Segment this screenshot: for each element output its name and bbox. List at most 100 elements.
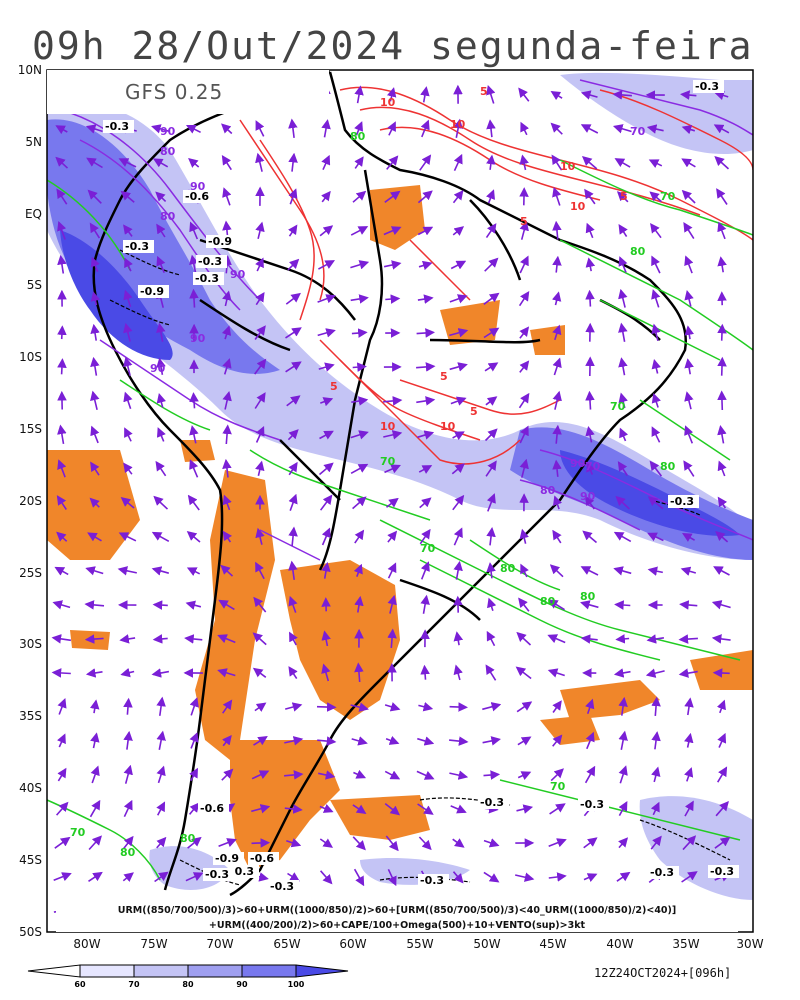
wind-arrow bbox=[350, 260, 370, 270]
wind-arrow bbox=[552, 424, 562, 444]
wind-arrow bbox=[57, 767, 67, 782]
wind-arrow bbox=[189, 732, 199, 749]
wind-arrow bbox=[651, 731, 661, 750]
wind-arrow bbox=[684, 325, 695, 340]
wind-arrow bbox=[187, 836, 202, 849]
wind-arrow bbox=[288, 152, 298, 172]
wind-arrow bbox=[123, 322, 133, 342]
wind-arrow bbox=[186, 530, 201, 543]
wind-arrow bbox=[618, 696, 628, 716]
red-contour-label: 10 bbox=[560, 160, 576, 173]
wind-arrow bbox=[552, 734, 563, 747]
red-contour-label: 5 bbox=[330, 380, 338, 393]
contour-label-bg bbox=[578, 798, 609, 811]
wind-arrow bbox=[585, 698, 595, 715]
wind-arrow bbox=[549, 803, 566, 815]
wind-arrow bbox=[417, 294, 434, 304]
wind-arrow bbox=[418, 260, 433, 271]
wind-arrow bbox=[350, 294, 369, 304]
wind-arrow bbox=[285, 292, 301, 305]
wind-arrow bbox=[453, 118, 463, 138]
omega-contour-label: -0.9 bbox=[215, 852, 239, 865]
wind-arrow bbox=[255, 120, 265, 137]
green-contour-label: 80 bbox=[660, 460, 676, 473]
wind-arrow bbox=[684, 391, 694, 410]
wind-arrow bbox=[117, 566, 137, 576]
wind-arrow bbox=[450, 396, 467, 406]
wind-arrow bbox=[321, 663, 331, 682]
wind-arrow bbox=[419, 154, 432, 171]
wind-arrow bbox=[618, 256, 628, 273]
wind-arrow bbox=[548, 599, 566, 611]
omega-contour-label: -0.3 bbox=[695, 80, 719, 93]
wind-arrow bbox=[90, 291, 101, 306]
wind-arrow bbox=[420, 664, 430, 680]
wind-arrow bbox=[89, 497, 100, 508]
wind-arrow bbox=[651, 392, 661, 408]
wind-arrow bbox=[717, 425, 727, 444]
green-contour-label: 80 bbox=[120, 846, 136, 859]
omega-contour-label: -0.3 bbox=[205, 868, 229, 881]
wind-arrow bbox=[156, 255, 166, 274]
lat-label: 15S bbox=[19, 422, 42, 436]
wind-arrow bbox=[418, 465, 433, 474]
lat-label: 50S bbox=[19, 925, 42, 939]
wind-arrow bbox=[449, 362, 468, 372]
wind-arrow bbox=[715, 531, 729, 543]
wind-arrow bbox=[221, 123, 233, 135]
wind-arrow bbox=[222, 290, 232, 307]
wind-arrow bbox=[584, 188, 596, 205]
wind-arrow bbox=[351, 736, 368, 746]
wind-arrow bbox=[580, 634, 598, 644]
wind-arrow bbox=[88, 871, 103, 882]
wind-arrow bbox=[519, 528, 529, 544]
wind-arrow bbox=[123, 764, 133, 784]
wind-arrow bbox=[254, 392, 266, 409]
wind-arrow bbox=[189, 767, 198, 782]
wind-arrow bbox=[321, 154, 331, 171]
wind-arrow bbox=[222, 424, 232, 445]
wind-arrow bbox=[252, 632, 267, 646]
wind-arrow bbox=[717, 356, 727, 376]
wind-arrow bbox=[651, 766, 661, 783]
wind-arrow bbox=[288, 560, 298, 580]
contour-label-bg bbox=[103, 120, 134, 133]
formula-box bbox=[56, 900, 738, 932]
wind-arrow bbox=[717, 732, 727, 748]
wind-arrow bbox=[485, 664, 497, 681]
wind-arrow bbox=[449, 770, 469, 780]
wind-arrow bbox=[254, 325, 266, 340]
wind-arrow bbox=[714, 156, 730, 170]
wind-arrow bbox=[614, 158, 631, 168]
wind-arrow bbox=[151, 124, 170, 134]
wind-arrow bbox=[189, 459, 199, 478]
wind-arrow bbox=[321, 527, 331, 546]
wind-arrow bbox=[684, 767, 694, 782]
wind-arrow bbox=[681, 871, 698, 883]
wind-arrow bbox=[418, 702, 434, 712]
wind-arrow bbox=[520, 121, 530, 136]
wind-arrow bbox=[580, 124, 599, 134]
colorbar-tick: 100 bbox=[288, 980, 305, 989]
color-bar: 60 70 80 90 100 bbox=[27, 964, 349, 989]
wind-arrow bbox=[90, 732, 100, 749]
purple-contour-label: 90 bbox=[160, 125, 176, 138]
contour-label-bg bbox=[248, 852, 279, 865]
wind-arrow bbox=[84, 600, 105, 610]
omega-contour-label: -0.9 bbox=[208, 235, 232, 248]
wind-arrow bbox=[188, 802, 200, 815]
wind-arrow bbox=[615, 495, 630, 510]
wind-arrow bbox=[487, 597, 497, 612]
wind-arrow bbox=[520, 563, 529, 578]
lat-label: 20S bbox=[19, 494, 42, 508]
wind-arrow bbox=[90, 323, 100, 341]
wind-arrow bbox=[118, 532, 137, 542]
wind-arrow bbox=[683, 460, 695, 477]
wind-arrow bbox=[416, 770, 435, 780]
wind-arrow bbox=[552, 529, 562, 544]
wind-arrow bbox=[255, 527, 265, 545]
wind-arrow bbox=[684, 800, 694, 817]
wind-arrow bbox=[585, 426, 595, 443]
wind-arrow bbox=[156, 223, 166, 238]
